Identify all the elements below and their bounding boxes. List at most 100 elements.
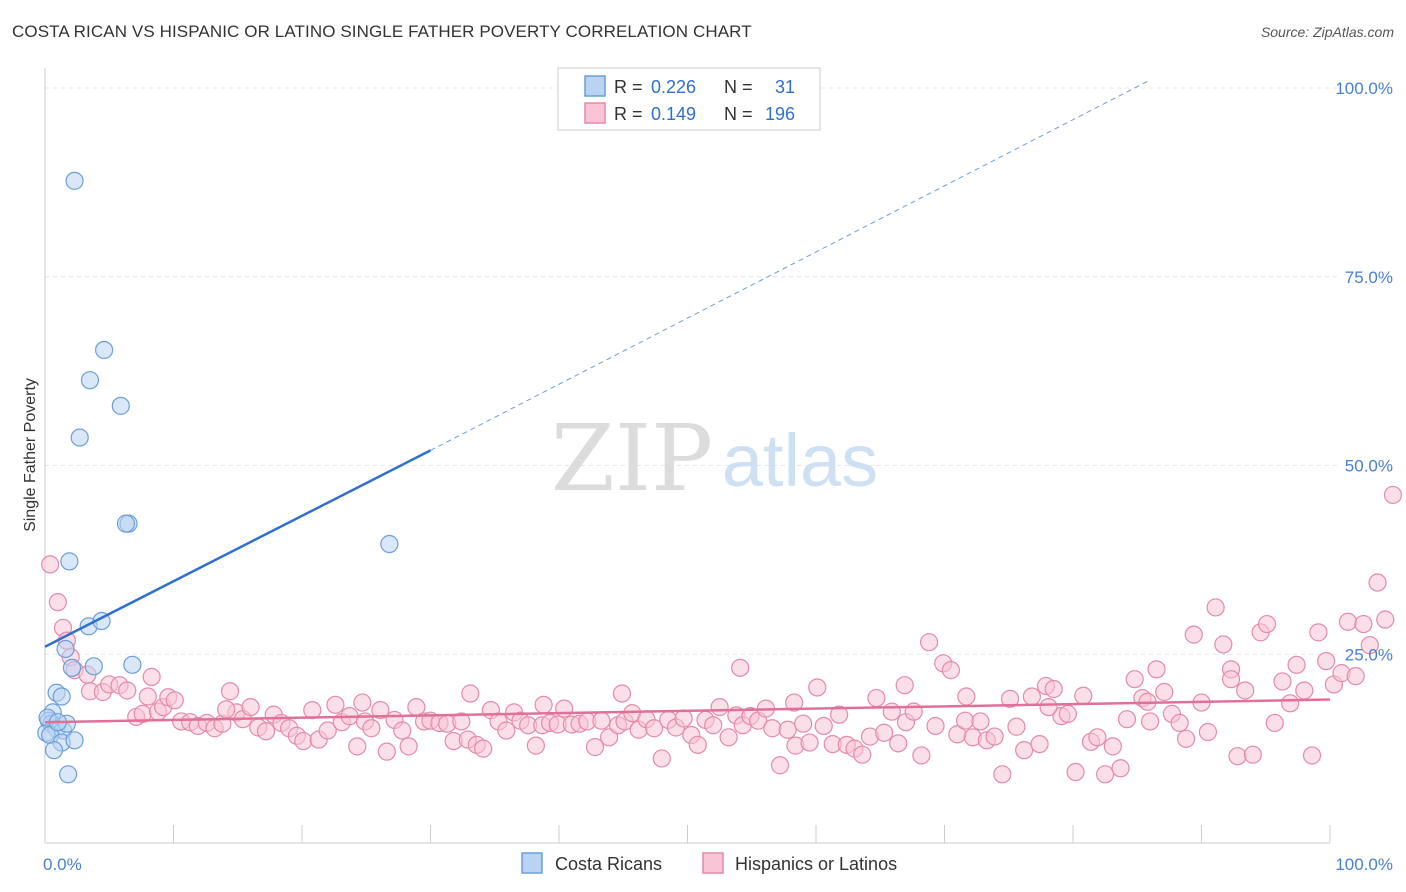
costa-ricans-point-13 [62, 658, 82, 677]
bottom-legend-label-hispanics: Hispanics or Latinos [735, 854, 897, 874]
hispanics-point-25 [220, 682, 240, 701]
hispanics-point-129 [993, 765, 1012, 784]
costa-ricans-point-16 [52, 687, 71, 706]
hispanics-point-38 [318, 721, 337, 740]
hispanics-point-183 [1221, 670, 1241, 689]
hispanics-point-195 [142, 667, 161, 687]
y-tick-label-3: 100.0% [1335, 79, 1393, 98]
costa-ricans-point-0 [65, 171, 84, 190]
hispanics-point-112 [867, 688, 886, 708]
hispanics-point-74 [585, 738, 605, 757]
hispanics-point-90 [704, 716, 723, 735]
hispanics-point-136 [1044, 679, 1063, 699]
hispanics-point-185 [1039, 697, 1058, 717]
hispanics-point-167 [1273, 672, 1292, 691]
costa-ricans-point-2 [80, 371, 100, 390]
costa-ricans-point-3 [111, 396, 130, 415]
hispanics-point-166 [1265, 713, 1284, 733]
hispanics-point-187 [895, 676, 914, 695]
hispanics-point-118 [912, 746, 931, 765]
costa-ricans-point-7 [60, 552, 79, 571]
hispanics-point-149 [1140, 712, 1160, 731]
hispanics-point-128 [985, 727, 1004, 746]
hispanics-point-102 [794, 714, 813, 733]
legend-r-value-2: 0.149 [651, 104, 696, 124]
hispanics-point-188 [785, 693, 804, 712]
hispanics-point-180 [1368, 573, 1387, 592]
y-tick-label-1: 50.0% [1345, 457, 1393, 476]
hispanics-point-76 [600, 728, 619, 747]
y-tick-labels: 25.0% 50.0% 75.0% 100.0% [1335, 79, 1393, 664]
hispanics-point-178 [1354, 614, 1373, 634]
hispanics-point-147 [1125, 670, 1144, 689]
legend-swatch-hispanics [584, 102, 606, 124]
costa-ricans-point-4 [70, 428, 89, 447]
legend-n-value-2: 196 [765, 104, 795, 124]
costa-ricans-point-11 [84, 657, 103, 676]
hispanics-point-1 [48, 593, 67, 612]
watermark: ZIP atlas [551, 405, 878, 512]
hispanics-point-18 [165, 691, 184, 710]
hispanics-point-120 [926, 716, 945, 736]
hispanics-point-145 [1111, 759, 1130, 778]
hispanics-point-169 [1287, 655, 1306, 674]
hispanics-point-155 [1184, 625, 1203, 644]
hispanics-point-113 [875, 723, 894, 742]
x-tick-label-min: 0.0% [43, 855, 82, 874]
hispanics-point-99 [770, 756, 790, 775]
hispanics-point-154 [1176, 729, 1196, 748]
legend-r-value-1: 0.226 [651, 77, 696, 97]
chart-source: Source: ZipAtlas.com [1260, 24, 1394, 40]
hispanics-point-176 [1338, 612, 1358, 631]
hispanics-point-157 [1198, 722, 1218, 742]
hispanics-point-172 [1309, 623, 1328, 642]
hispanics-point-177 [1346, 667, 1365, 686]
legend-n-label-2: N = [724, 104, 753, 124]
hispanics-point-142 [1088, 728, 1107, 747]
hispanics-point-162 [1236, 681, 1255, 700]
trend-lines [44, 79, 1331, 724]
hispanics-point-181 [1376, 610, 1395, 629]
hispanics-point-115 [889, 734, 908, 753]
costa-ricans-trend-extension [430, 79, 1151, 451]
hispanics-point-42 [348, 737, 367, 756]
bottom-legend-label-costa-ricans: Costa Ricans [555, 854, 662, 874]
hispanics-point-100 [778, 720, 797, 739]
hispanics-point-173 [1317, 651, 1336, 671]
hispanics-point-186 [957, 687, 976, 706]
watermark-zip: ZIP [551, 405, 713, 512]
hispanics-point-194 [217, 700, 236, 719]
hispanics-point-105 [814, 716, 833, 736]
hispanics-point-171 [1302, 746, 1322, 765]
hispanics-point-131 [1007, 717, 1026, 736]
hispanics-point-82 [644, 719, 664, 738]
hispanics-point-193 [353, 693, 372, 712]
hispanics-point-158 [1206, 598, 1225, 617]
hispanics-point-35 [294, 731, 313, 751]
legend-n-label-1: N = [724, 77, 753, 97]
hispanics-point-150 [1147, 660, 1166, 679]
hispanics-point-86 [674, 709, 693, 728]
hispanics-point-70 [555, 699, 574, 718]
hispanics-point-191 [534, 695, 553, 714]
hispanics-trend-line [44, 698, 1331, 724]
bottom-legend-swatch-hispanics [702, 852, 724, 874]
hispanics-point-46 [377, 742, 396, 761]
hispanics-point-133 [1022, 687, 1041, 706]
legend: R = 0.226 N = 31 R = 0.149 N = 196 [557, 67, 821, 131]
hispanics-point-75 [592, 711, 611, 730]
hispanics-point-144 [1103, 737, 1122, 756]
hispanics-point-134 [1030, 734, 1049, 754]
bottom-legend-swatch-costa-ricans [521, 852, 543, 874]
hispanics-point-182 [1383, 485, 1403, 505]
hispanics-points [41, 485, 1403, 784]
hispanics-point-28 [241, 697, 260, 717]
hispanics-point-139 [1066, 762, 1085, 782]
hispanics-point-153 [1170, 713, 1189, 733]
costa-ricans-point-14 [123, 655, 142, 674]
hispanics-point-163 [1243, 745, 1263, 764]
hispanics-point-151 [1155, 682, 1174, 702]
hispanics-point-122 [941, 661, 961, 680]
bottom-legend: Costa Ricans Hispanics or Latinos [521, 852, 897, 874]
